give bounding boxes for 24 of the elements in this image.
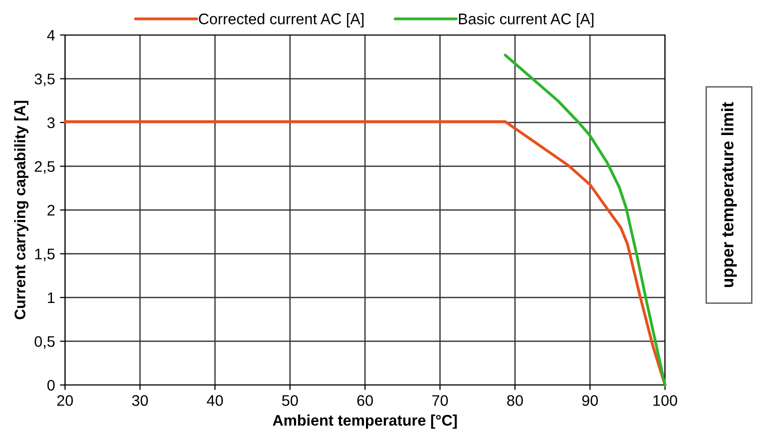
y-tick-label: 0 — [47, 380, 55, 391]
x-tick-label: 30 — [132, 395, 148, 406]
x-axis-title: Ambient temperature [°C] — [272, 414, 457, 429]
x-tick-label: 40 — [206, 395, 223, 406]
x-tick-label: 20 — [57, 395, 73, 406]
x-tick-label: 80 — [507, 395, 523, 406]
y-axis-title: Current carrying capability [A] — [14, 100, 28, 320]
y-tick-label: 0,5 — [34, 336, 55, 349]
legend-label: Corrected current AC [A] — [198, 13, 364, 28]
line-series — [504, 54, 666, 386]
x-tick-label: 60 — [357, 395, 373, 406]
y-tick-label: 2,5 — [34, 161, 55, 174]
x-tick-label: 90 — [582, 395, 598, 406]
y-tick-label: 4 — [47, 30, 55, 41]
y-tick-label: 3,5 — [34, 74, 55, 86]
y-tick-label: 2 — [48, 204, 55, 216]
text: upper temperature limit — [721, 102, 737, 288]
legend-label: Basic current AC [A] — [459, 13, 594, 28]
x-tick-label: 70 — [432, 395, 448, 406]
y-tick-label: 3 — [47, 117, 55, 128]
x-tick-label: 100 — [653, 395, 678, 406]
y-tick-label: 1 — [48, 292, 55, 304]
y-tick-label: 1,5 — [35, 248, 55, 262]
x-tick-label: 50 — [282, 395, 298, 406]
